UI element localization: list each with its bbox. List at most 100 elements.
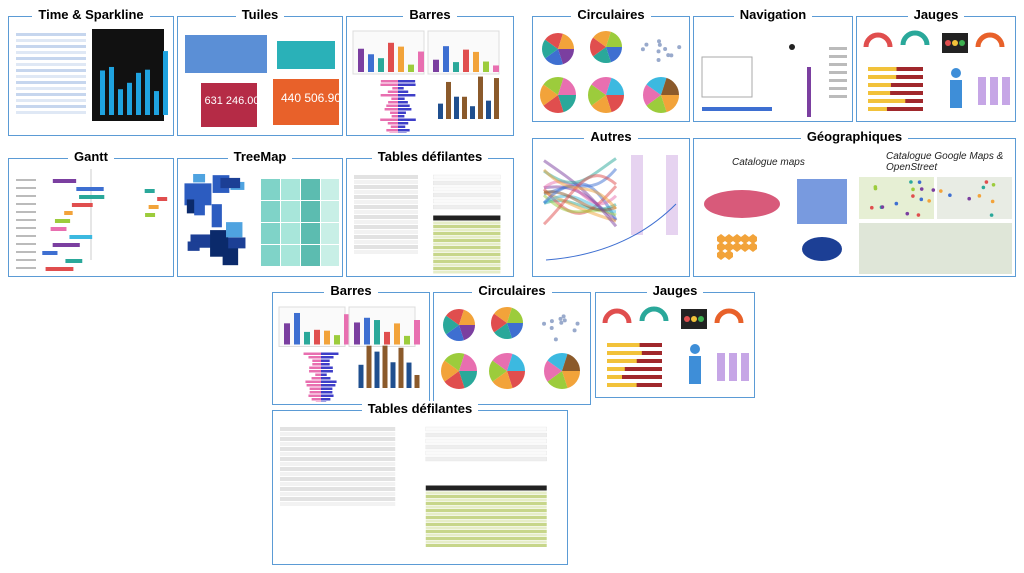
decor (543, 180, 618, 206)
decor (725, 234, 733, 244)
decor (575, 321, 580, 326)
decor (16, 187, 36, 189)
panel: Autres (532, 129, 690, 277)
decor (321, 373, 327, 376)
decor (631, 155, 643, 235)
decor (590, 37, 606, 57)
decor (306, 384, 321, 387)
decor (354, 240, 418, 244)
decor (433, 59, 439, 72)
decor (425, 519, 547, 523)
decor (374, 351, 380, 388)
decor (491, 313, 507, 333)
decor (380, 118, 398, 121)
decor (16, 259, 36, 261)
decor (559, 320, 564, 325)
decor (425, 485, 547, 491)
decor (663, 47, 668, 52)
decor (646, 95, 667, 113)
decor (684, 316, 690, 322)
decor (446, 81, 451, 119)
decor (16, 45, 86, 48)
decor (354, 185, 418, 189)
decor (301, 245, 320, 266)
decor (990, 77, 998, 105)
decor (16, 195, 36, 197)
decor (975, 32, 1005, 48)
decor (311, 398, 321, 401)
decor (344, 314, 350, 345)
decor (321, 384, 336, 387)
panel-title: Autres (533, 129, 689, 145)
decor (388, 42, 394, 72)
decor (588, 84, 606, 106)
decor (398, 122, 409, 125)
decor (433, 174, 501, 180)
decor (542, 174, 617, 226)
decor (398, 101, 408, 104)
decor (321, 179, 339, 200)
decor (558, 95, 576, 113)
decor (425, 526, 547, 530)
decor (561, 314, 566, 319)
decor (547, 353, 568, 371)
panel-title: Circulaires (434, 283, 590, 299)
decor (309, 387, 321, 390)
decor (321, 391, 333, 394)
decor (607, 343, 640, 347)
decor (380, 83, 398, 86)
decor (470, 106, 475, 119)
decor (16, 87, 86, 90)
panel: Gantt (8, 149, 174, 277)
decor (443, 46, 449, 72)
decor (354, 215, 418, 219)
decor (443, 315, 459, 335)
decor (398, 111, 406, 114)
decor (321, 366, 333, 369)
decor (741, 353, 749, 381)
thumbnail (701, 44, 847, 117)
decor (545, 203, 677, 261)
panel-title-text: Navigation (733, 7, 813, 22)
decor (433, 228, 501, 232)
decor (354, 200, 418, 204)
panel: Géographiques Catalogue maps Catalogue Goo… (693, 129, 1016, 277)
decor (280, 477, 396, 481)
decor (16, 63, 86, 66)
decor (280, 452, 396, 456)
decor (931, 188, 936, 192)
panel: Circulaires (532, 7, 690, 122)
decor (16, 211, 36, 213)
decor (656, 49, 661, 54)
decor (71, 203, 93, 207)
decor (157, 197, 168, 201)
panel-title: Barres (347, 7, 513, 23)
decor (607, 367, 662, 371)
panel: Circulaires (433, 283, 591, 405)
decor (807, 67, 811, 117)
decor (16, 57, 86, 60)
decor (425, 509, 547, 512)
panel: Barres (272, 283, 430, 405)
decor (433, 192, 501, 198)
decor (540, 84, 558, 106)
decor (661, 77, 679, 95)
decor (354, 245, 418, 249)
decor (562, 371, 580, 389)
decor (602, 308, 632, 324)
decor (725, 242, 733, 252)
decor (201, 83, 257, 127)
decor (324, 330, 330, 345)
decor (404, 335, 410, 345)
decor (16, 81, 86, 84)
decor (558, 316, 563, 321)
decor (553, 337, 558, 342)
decor (418, 51, 424, 72)
decor (446, 309, 464, 325)
decor (16, 235, 36, 237)
decor (425, 498, 547, 502)
panel-title-text: Jauges (907, 7, 965, 22)
decor (368, 54, 374, 72)
thumbnail (540, 31, 682, 114)
decor (657, 39, 662, 44)
